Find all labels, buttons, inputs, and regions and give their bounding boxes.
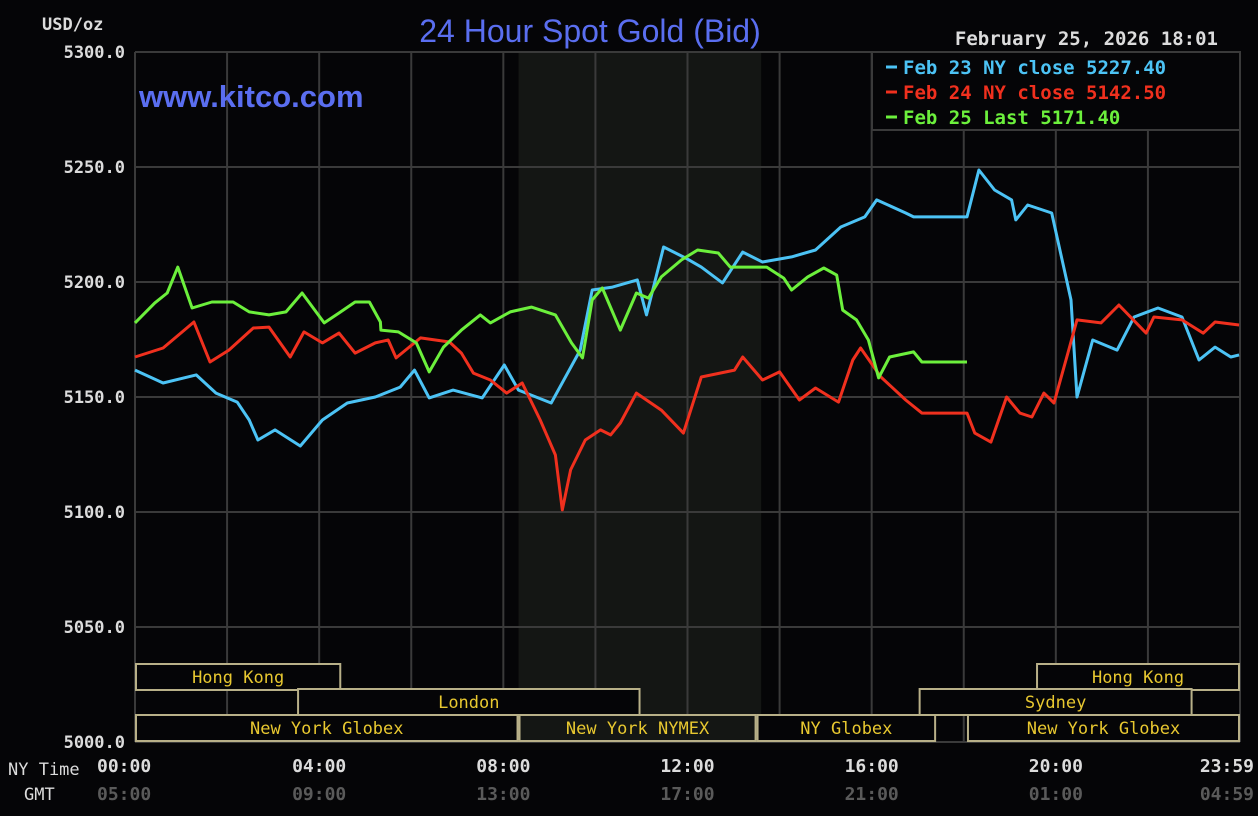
- x-axis-ticks: 00:00 05:00 04:00 09:00 08:00 13:00 12:00 17:00…: [97, 756, 1254, 805]
- session-label: New York Globex: [1027, 719, 1181, 739]
- session-label: London: [438, 693, 499, 713]
- x-tick-gmt: 09:00: [292, 784, 346, 805]
- gmt-label: GMT: [24, 785, 55, 805]
- session-box: [966, 714, 1240, 742]
- y-tick-label: 5200.0: [64, 273, 125, 293]
- session-label: Hong Kong: [192, 668, 284, 688]
- session-box: [135, 663, 342, 691]
- x-tick-ny: 08:00: [476, 756, 530, 777]
- series-lines: [133, 168, 1240, 512]
- x-tick-gmt: 01:00: [1029, 784, 1083, 805]
- timestamp: February 25, 2026 18:01: [955, 28, 1218, 50]
- series-line-0: [134, 168, 1240, 448]
- y-axis-label: USD/oz: [42, 15, 103, 35]
- y-tick-label: 5150.0: [64, 388, 125, 408]
- y-tick-label: 5250.0: [64, 158, 125, 178]
- series-line-2: [133, 248, 967, 380]
- y-tick-label: 5050.0: [64, 618, 125, 638]
- session-box: [518, 714, 757, 742]
- session-label: NY Globex: [800, 719, 892, 739]
- x-tick-ny: 00:00: [97, 756, 151, 777]
- y-tick-label: 5300.0: [64, 43, 125, 63]
- ny-time-label: NY Time: [8, 760, 80, 780]
- legend: Feb 23 NY close 5227.40 Feb 24 NY close 5…: [886, 57, 1166, 129]
- session-label: Sydney: [1025, 693, 1086, 713]
- session-label: New York NYMEX: [566, 719, 710, 739]
- x-tick-ny: 20:00: [1029, 756, 1083, 777]
- x-tick-gmt: 17:00: [660, 784, 714, 805]
- session-box: [756, 714, 937, 742]
- legend-box: [871, 51, 1241, 131]
- market-sessions: Hong Kong Hong Kong London Sydney New York G…: [135, 663, 1240, 742]
- legend-entry: Feb 23 NY close 5227.40: [903, 57, 1166, 79]
- session-label: New York Globex: [250, 719, 404, 739]
- chart-title: 24 Hour Spot Gold (Bid): [419, 13, 761, 49]
- x-tick-ny: 16:00: [845, 756, 899, 777]
- x-tick-ny: 23:59: [1200, 756, 1254, 777]
- x-tick-gmt: 04:59: [1200, 784, 1254, 805]
- session-box: [135, 714, 519, 742]
- legend-entry: Feb 24 NY close 5142.50: [903, 82, 1166, 104]
- y-tick-label: 5100.0: [64, 503, 125, 523]
- series-line-1: [134, 303, 1240, 512]
- x-tick-gmt: 13:00: [476, 784, 530, 805]
- watermark-url: www.kitco.com: [138, 79, 364, 114]
- x-tick-gmt: 21:00: [845, 784, 899, 805]
- y-tick-label: 5000.0: [64, 733, 125, 753]
- x-tick-ny: 04:00: [292, 756, 346, 777]
- session-box: [1036, 663, 1240, 691]
- y-axis-ticks: 5300.0 5250.0 5200.0 5150.0 5100.0 5050.0 5000…: [64, 43, 125, 753]
- legend-entry: Feb 25 Last 5171.40: [903, 107, 1120, 129]
- x-tick-ny: 12:00: [660, 756, 714, 777]
- session-label: Hong Kong: [1092, 668, 1184, 688]
- x-tick-gmt: 05:00: [97, 784, 151, 805]
